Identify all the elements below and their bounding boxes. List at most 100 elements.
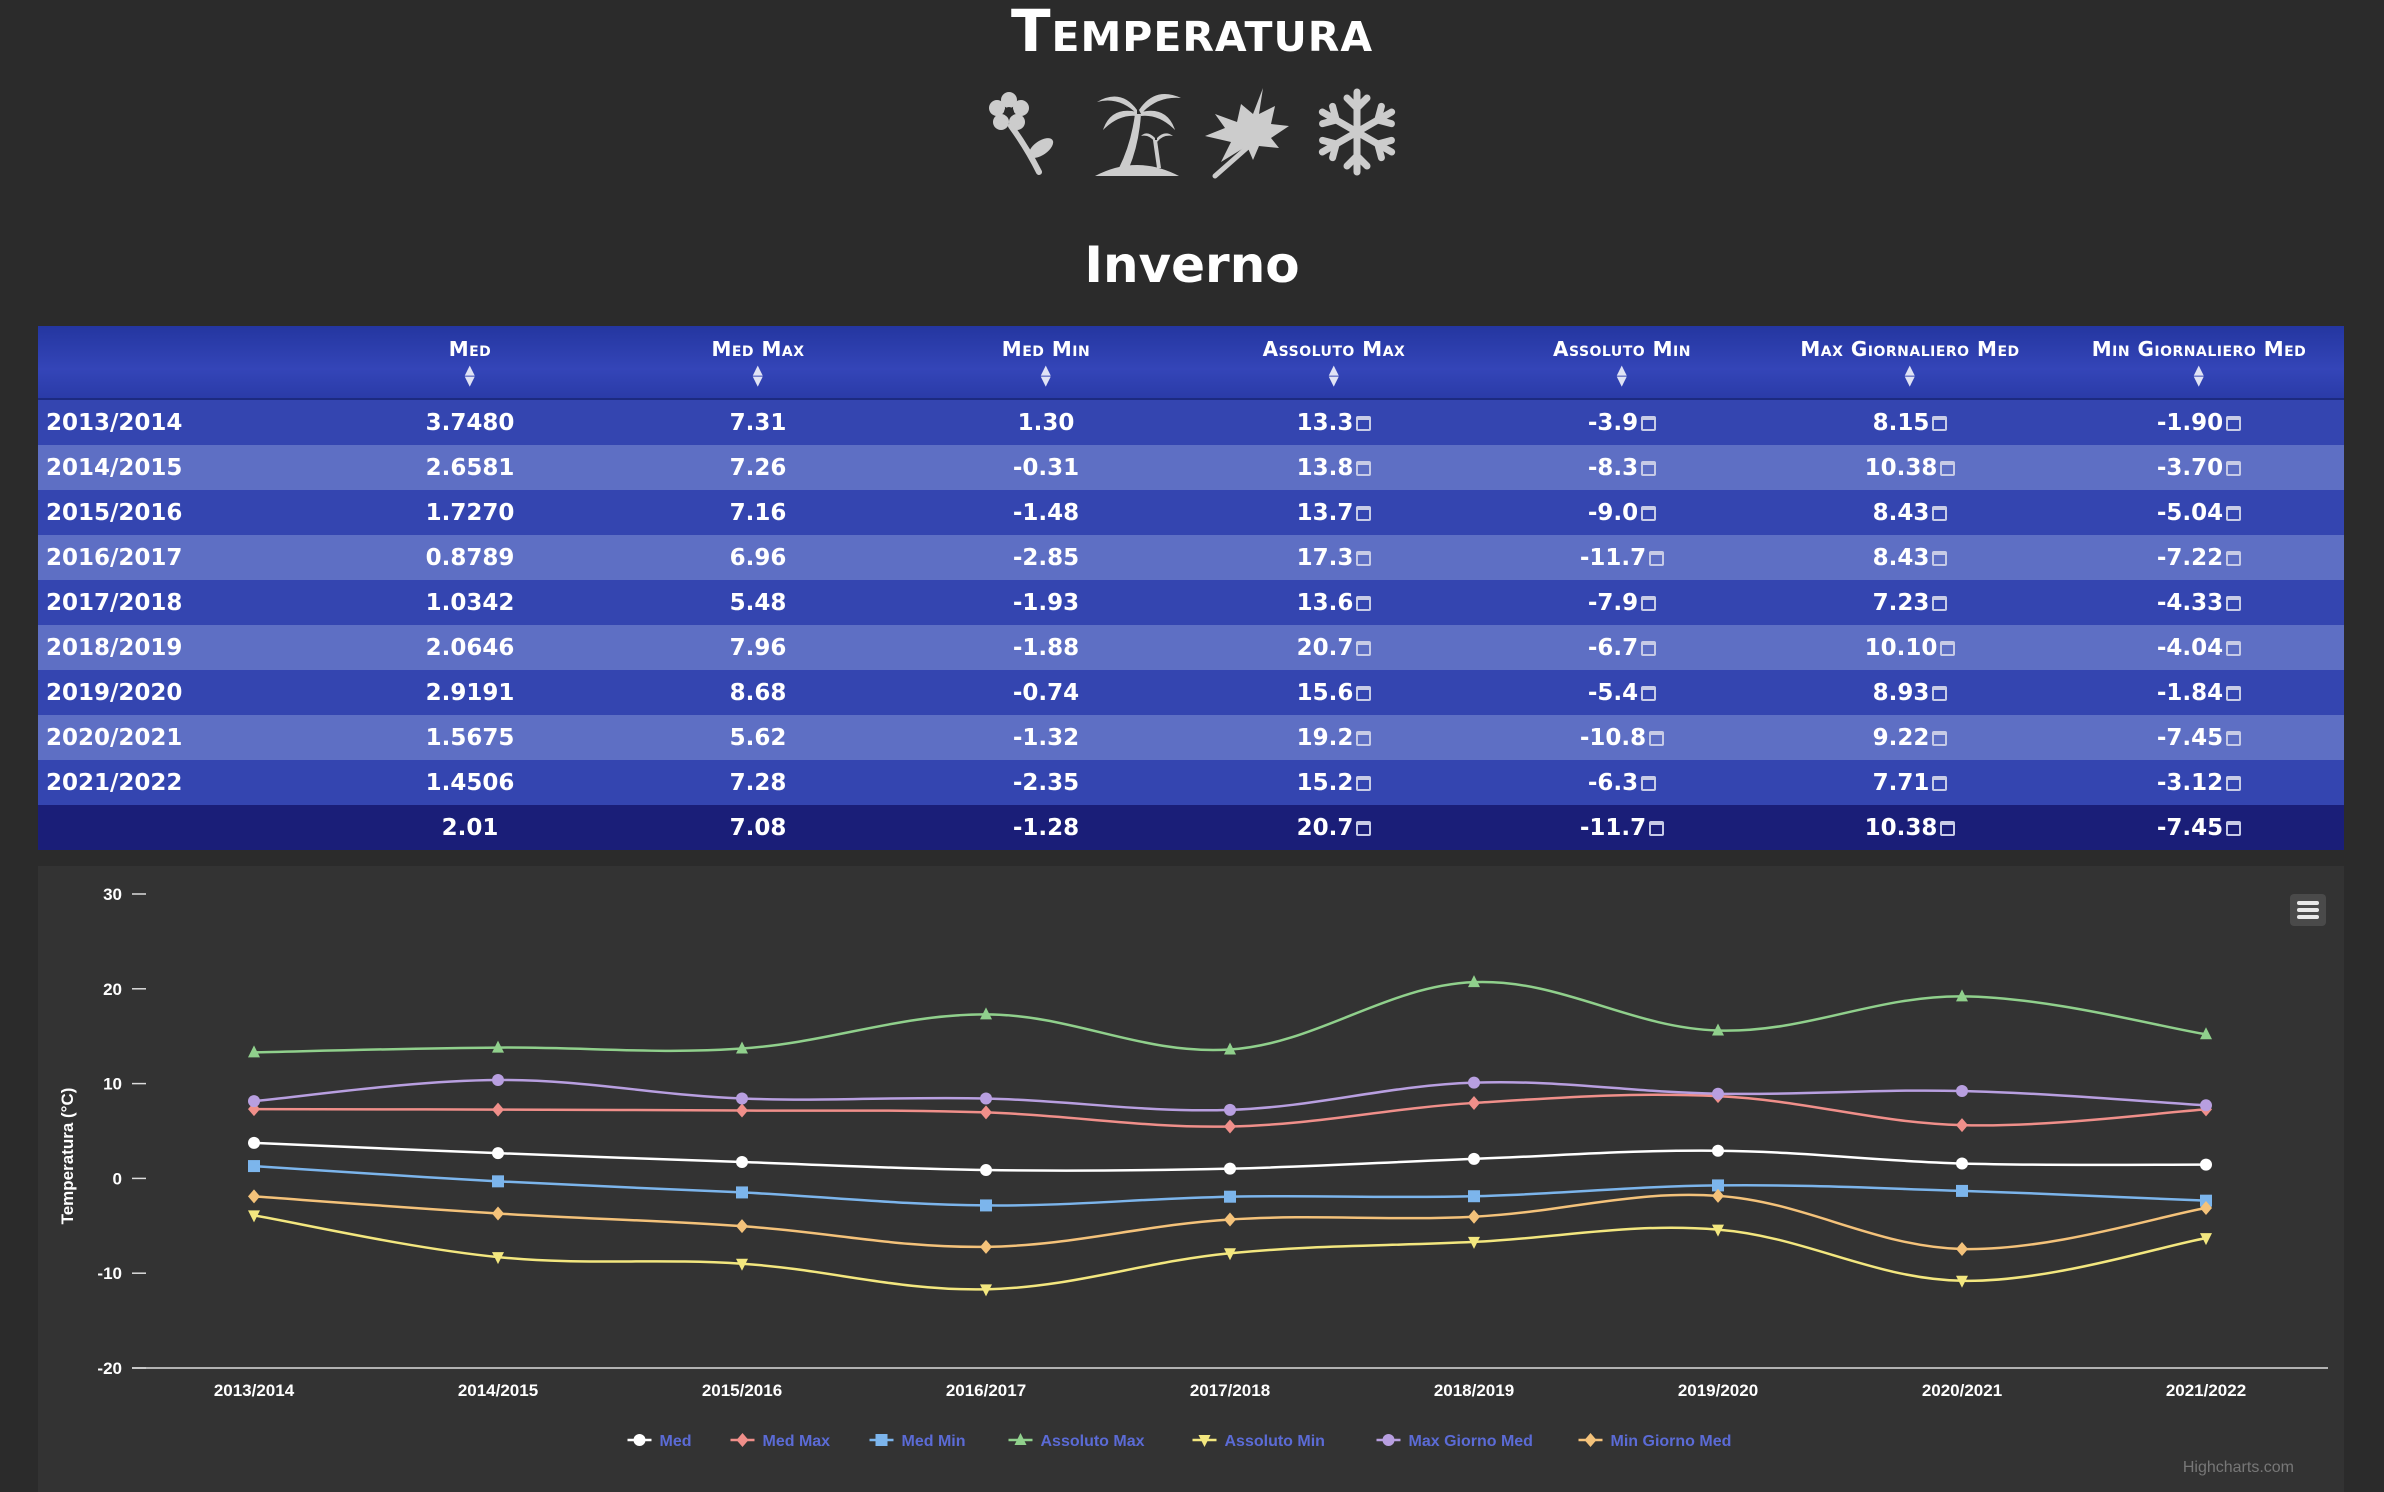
- legend-item[interactable]: Med: [627, 1433, 692, 1450]
- data-point[interactable]: [248, 1160, 260, 1173]
- palm-tree-icon[interactable]: [1091, 84, 1183, 180]
- maple-leaf-icon[interactable]: [1201, 84, 1293, 180]
- data-point[interactable]: [1956, 989, 1968, 1002]
- legend-label[interactable]: Med Max: [763, 1433, 831, 1450]
- calendar-icon[interactable]: [1932, 685, 1948, 701]
- calendar-icon[interactable]: [1649, 550, 1665, 566]
- calendar-icon[interactable]: [1641, 640, 1657, 656]
- data-point[interactable]: [1712, 1179, 1724, 1192]
- data-point[interactable]: [248, 1210, 260, 1223]
- data-point[interactable]: [1224, 1119, 1236, 1134]
- data-point[interactable]: [248, 1095, 260, 1108]
- calendar-icon[interactable]: [2226, 460, 2242, 476]
- legend-label[interactable]: Med Min: [902, 1433, 966, 1450]
- data-point[interactable]: [1468, 975, 1480, 988]
- calendar-icon[interactable]: [1940, 640, 1956, 656]
- calendar-icon[interactable]: [1932, 595, 1948, 611]
- column-header-med-max[interactable]: Med Max ▲ ▼: [614, 326, 902, 400]
- legend-label[interactable]: Assoluto Max: [1041, 1433, 1145, 1450]
- calendar-icon[interactable]: [2226, 550, 2242, 566]
- calendar-icon[interactable]: [1356, 505, 1372, 521]
- data-point[interactable]: [736, 1092, 748, 1105]
- sort-icon[interactable]: ▲ ▼: [1904, 363, 1916, 389]
- data-point[interactable]: [492, 1175, 504, 1188]
- calendar-icon[interactable]: [1940, 460, 1956, 476]
- data-point[interactable]: [1712, 1188, 1724, 1203]
- calendar-icon[interactable]: [1356, 550, 1372, 566]
- calendar-icon[interactable]: [2226, 775, 2242, 791]
- data-point[interactable]: [1956, 1275, 1968, 1288]
- sort-icon[interactable]: ▲ ▼: [752, 363, 764, 389]
- calendar-icon[interactable]: [2226, 730, 2242, 746]
- column-header-max-giornaliero-med[interactable]: Max Giornaliero Med ▲ ▼: [1766, 326, 2054, 400]
- column-header-min-giornaliero-med[interactable]: Min Giornaliero Med ▲ ▼: [2054, 326, 2344, 400]
- data-point[interactable]: [492, 1040, 504, 1053]
- data-point[interactable]: [2200, 1027, 2212, 1040]
- calendar-icon[interactable]: [1932, 775, 1948, 791]
- data-point[interactable]: [980, 1284, 992, 1297]
- calendar-icon[interactable]: [1641, 505, 1657, 521]
- calendar-icon[interactable]: [1641, 415, 1657, 431]
- legend-symbol[interactable]: [1382, 1434, 1395, 1446]
- data-point[interactable]: [1956, 1118, 1968, 1133]
- calendar-icon[interactable]: [2226, 685, 2242, 701]
- series-assoluto-max[interactable]: [248, 975, 2212, 1058]
- data-point[interactable]: [1224, 1042, 1236, 1055]
- legend-symbol[interactable]: [633, 1434, 646, 1446]
- calendar-icon[interactable]: [1356, 415, 1372, 431]
- legend-symbol[interactable]: [736, 1433, 749, 1447]
- data-point[interactable]: [736, 1041, 748, 1054]
- series-min-giorno-med[interactable]: [248, 1188, 2212, 1257]
- calendar-icon[interactable]: [2226, 820, 2242, 836]
- legend-item[interactable]: Med Max: [730, 1433, 831, 1450]
- calendar-icon[interactable]: [1356, 820, 1372, 836]
- calendar-icon[interactable]: [1940, 820, 1956, 836]
- data-point[interactable]: [492, 1102, 504, 1117]
- data-point[interactable]: [1712, 1087, 1724, 1100]
- chart-credit[interactable]: Highcharts.com: [2183, 1459, 2294, 1476]
- data-point[interactable]: [1468, 1095, 1480, 1110]
- legend-item[interactable]: Med Min: [869, 1433, 966, 1450]
- data-point[interactable]: [1712, 1144, 1724, 1157]
- legend-label[interactable]: Min Giorno Med: [1611, 1433, 1732, 1450]
- calendar-icon[interactable]: [1649, 730, 1665, 746]
- sort-icon[interactable]: ▲ ▼: [1616, 363, 1628, 389]
- series-line[interactable]: [253, 980, 2207, 1054]
- column-header-med[interactable]: Med ▲ ▼: [326, 326, 614, 400]
- data-point[interactable]: [2200, 1200, 2212, 1215]
- data-point[interactable]: [736, 1155, 748, 1168]
- chart-menu-button[interactable]: [2290, 894, 2326, 926]
- data-point[interactable]: [1956, 1084, 1968, 1097]
- flower-icon[interactable]: [981, 84, 1073, 180]
- data-point[interactable]: [736, 1103, 748, 1118]
- data-point[interactable]: [492, 1147, 504, 1160]
- legend-item[interactable]: Assoluto Min: [1192, 1433, 1325, 1450]
- data-point[interactable]: [1956, 1157, 1968, 1170]
- column-header-assoluto-min[interactable]: Assoluto Min ▲ ▼: [1478, 326, 1766, 400]
- series-med-min[interactable]: [248, 1160, 2212, 1212]
- data-point[interactable]: [2200, 1194, 2212, 1207]
- data-point[interactable]: [1468, 1152, 1480, 1165]
- data-point[interactable]: [1956, 1242, 1968, 1257]
- snowflake-icon[interactable]: [1311, 84, 1403, 180]
- data-point[interactable]: [2200, 1233, 2212, 1246]
- data-point[interactable]: [1712, 1224, 1724, 1237]
- data-point[interactable]: [1224, 1248, 1236, 1261]
- calendar-icon[interactable]: [2226, 415, 2242, 431]
- legend-symbol[interactable]: [875, 1434, 888, 1446]
- calendar-icon[interactable]: [1641, 595, 1657, 611]
- calendar-icon[interactable]: [1649, 820, 1665, 836]
- data-point[interactable]: [248, 1045, 260, 1058]
- calendar-icon[interactable]: [1641, 775, 1657, 791]
- data-point[interactable]: [1468, 1076, 1480, 1089]
- data-point[interactable]: [2200, 1158, 2212, 1171]
- calendar-icon[interactable]: [2226, 640, 2242, 656]
- calendar-icon[interactable]: [2226, 505, 2242, 521]
- data-point[interactable]: [1224, 1212, 1236, 1227]
- data-point[interactable]: [248, 1189, 260, 1204]
- legend-item[interactable]: Max Giorno Med: [1376, 1433, 1533, 1450]
- legend-symbol[interactable]: [1014, 1433, 1027, 1445]
- legend-label[interactable]: Assoluto Min: [1225, 1433, 1325, 1450]
- data-point[interactable]: [1224, 1162, 1236, 1175]
- calendar-icon[interactable]: [1356, 640, 1372, 656]
